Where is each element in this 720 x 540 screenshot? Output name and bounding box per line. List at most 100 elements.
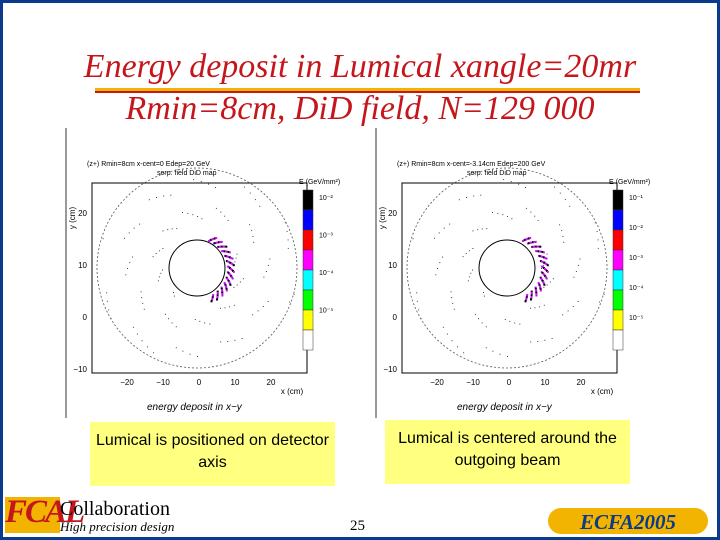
deposit-crescent — [534, 240, 537, 243]
deposit-point — [467, 280, 469, 282]
deposit-crescent — [221, 250, 224, 253]
deposit-crescent — [227, 260, 230, 263]
deposit-crescent — [535, 245, 538, 248]
deposit-point — [156, 197, 157, 198]
colorbar-label: E (GeV/mm²) — [609, 179, 650, 186]
deposit-point — [244, 186, 245, 188]
y-axis-label: y (cm) — [68, 207, 77, 230]
deposit-point — [162, 269, 163, 271]
deposit-crescent — [226, 250, 229, 253]
colorbar-tick-label: 10⁻¹ — [629, 195, 643, 202]
deposit-point — [551, 338, 553, 339]
deposit-crescent — [230, 275, 233, 278]
deposit-point — [510, 181, 512, 183]
deposit-point — [162, 248, 164, 249]
deposit-crescent — [220, 287, 223, 290]
deposit-point — [483, 295, 485, 297]
deposit-point — [148, 199, 150, 201]
deposit-point — [220, 341, 222, 343]
x-tick-label: −20 — [120, 378, 134, 387]
deposit-point — [124, 237, 125, 239]
deposit-crescent — [530, 295, 533, 298]
colorbar-segment — [302, 269, 314, 291]
x-tick-label: 0 — [197, 378, 202, 387]
deposit-crescent — [537, 250, 540, 253]
deposit-point — [110, 318, 112, 319]
deposit-crescent — [535, 250, 538, 253]
deposit-point — [153, 352, 155, 354]
deposit-point — [481, 322, 483, 324]
colorbar-segment — [612, 309, 624, 331]
deposit-point — [139, 223, 141, 225]
deposit-crescent — [216, 291, 219, 294]
deposit-crescent — [220, 286, 223, 289]
deposit-crescent — [540, 255, 543, 258]
deposit-crescent — [226, 265, 229, 268]
deposit-point — [155, 253, 157, 254]
deposit-point — [267, 301, 269, 302]
deposit-point — [530, 307, 531, 309]
deposit-crescent — [227, 256, 230, 258]
deposit-crescent — [539, 286, 542, 289]
slide-subtitle: Rmin=8cm, DiD field, N=129 000 — [125, 90, 595, 127]
deposit-point — [239, 281, 241, 283]
deposit-crescent — [536, 250, 539, 253]
deposit-point — [537, 341, 539, 342]
deposit-crescent — [540, 277, 543, 280]
deposit-point — [418, 309, 420, 311]
deposit-point — [171, 322, 173, 324]
deposit-crescent — [533, 241, 536, 243]
deposit-point — [485, 326, 487, 328]
deposit-crescent — [524, 238, 527, 241]
deposit-point — [106, 300, 108, 302]
deposit-point — [507, 216, 508, 217]
deposit-crescent — [213, 237, 216, 240]
deposit-crescent — [543, 283, 546, 286]
deposit-point — [443, 227, 445, 229]
colorbar-segment — [302, 249, 314, 271]
deposit-crescent — [525, 297, 528, 300]
deposit-point — [435, 274, 437, 276]
deposit-point — [442, 256, 443, 258]
deposit-point — [241, 338, 243, 339]
deposit-crescent — [545, 277, 548, 280]
deposit-crescent — [221, 294, 224, 297]
deposit-point — [158, 250, 160, 252]
conference-label: ECFA2005 — [579, 510, 677, 534]
deposit-point — [187, 212, 189, 214]
deposit-point — [497, 212, 499, 214]
deposit-point — [197, 216, 198, 217]
deposit-point — [561, 230, 563, 232]
colorbar-tick-label: 10⁻² — [319, 195, 333, 202]
deposit-point — [194, 319, 196, 320]
deposit-crescent — [225, 285, 227, 288]
colorbar-tick-label: 10⁻³ — [629, 255, 643, 262]
title-underline-red — [95, 91, 640, 93]
deposit-point — [209, 323, 211, 325]
deposit-crescent — [216, 241, 219, 244]
deposit-point — [519, 323, 521, 325]
deposit-crescent — [211, 238, 214, 241]
deposit-point — [474, 313, 476, 315]
deposit-point — [127, 268, 128, 269]
plot-header: (z+) Rmin=8cm x-cent=0 Edep=20 GeV — [87, 161, 210, 168]
deposit-point — [233, 304, 235, 306]
deposit-crescent — [228, 282, 231, 285]
deposit-point — [518, 183, 520, 185]
deposit-crescent — [229, 256, 231, 259]
deposit-point — [567, 310, 569, 312]
deposit-crescent — [225, 255, 228, 258]
deposit-crescent — [225, 245, 228, 248]
x-tick-label: 20 — [267, 378, 276, 387]
deposit-crescent — [542, 251, 545, 254]
deposit-point — [164, 313, 166, 315]
deposit-point — [544, 339, 546, 341]
deposit-crescent — [224, 284, 227, 287]
collaboration-label: Collaboration — [60, 498, 170, 520]
deposit-crescent — [209, 239, 211, 242]
deposit-crescent — [529, 237, 532, 239]
deposit-crescent — [227, 280, 230, 282]
deposit-crescent — [543, 261, 546, 264]
deposit-point — [452, 302, 454, 304]
deposit-point — [263, 276, 265, 278]
